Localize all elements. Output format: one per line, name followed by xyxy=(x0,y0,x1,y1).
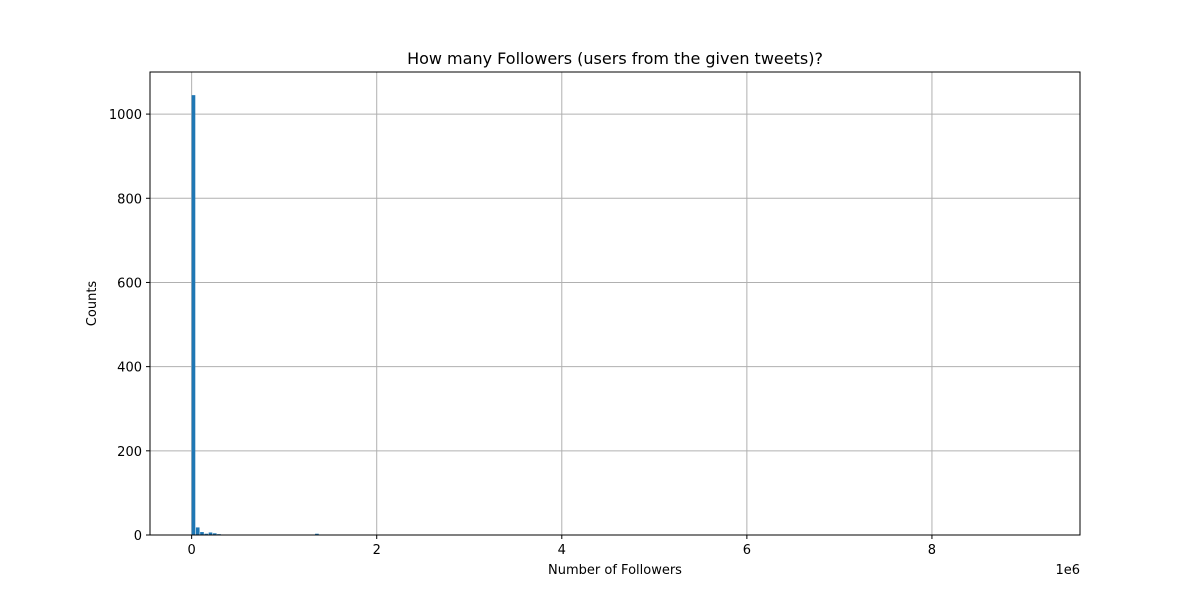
histogram-bar xyxy=(195,527,200,535)
grid-lines xyxy=(150,72,1080,536)
histogram-bar xyxy=(208,532,213,535)
y-tick-label: 1000 xyxy=(109,108,142,123)
y-tick-label: 800 xyxy=(117,192,142,207)
y-tick-label: 200 xyxy=(117,445,142,460)
x-axis-label: Number of Followers xyxy=(548,563,682,578)
x-tick-label: 8 xyxy=(928,543,936,558)
axis-ticks: 0 2 4 6 8 0 200 400 600 800 1000 xyxy=(109,108,936,558)
histogram-bar xyxy=(212,533,217,535)
histogram-bars xyxy=(191,95,319,536)
histogram-bar xyxy=(200,532,204,535)
x-tick-label: 2 xyxy=(373,543,381,558)
plot-frame xyxy=(149,71,1081,536)
y-tick-label: 0 xyxy=(134,529,142,544)
x-tick-label: 0 xyxy=(188,543,196,558)
x-axis-offset-label: 1e6 xyxy=(1055,563,1080,578)
x-tick-label: 6 xyxy=(743,543,751,558)
chart-title: How many Followers (users from the given… xyxy=(407,49,823,68)
y-tick-label: 600 xyxy=(117,276,142,291)
histogram-bar xyxy=(204,533,209,535)
x-tick-label: 4 xyxy=(558,543,566,558)
y-tick-label: 400 xyxy=(117,361,142,376)
y-axis-label: Counts xyxy=(85,281,100,327)
histogram-bar xyxy=(191,95,196,536)
histogram-bar xyxy=(315,533,319,535)
